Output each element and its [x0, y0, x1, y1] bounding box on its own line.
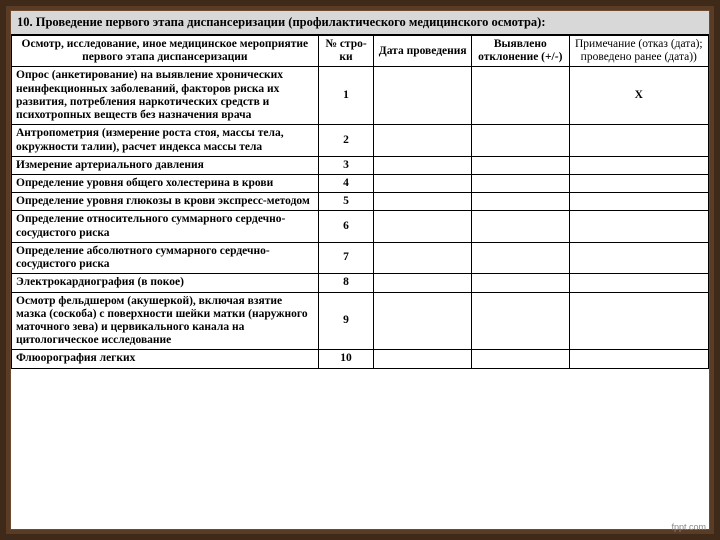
table-row: Определение уровня глюкозы в крови экспр… — [12, 193, 709, 211]
row-number: 4 — [318, 174, 374, 192]
row-deviation — [472, 125, 570, 156]
header-col3: Дата проведения — [374, 36, 472, 67]
row-number: 9 — [318, 292, 374, 350]
table-row: Определение относительного суммарного се… — [12, 211, 709, 242]
table-row: Определение уровня общего холестерина в … — [12, 174, 709, 192]
row-number: 8 — [318, 274, 374, 292]
row-deviation — [472, 274, 570, 292]
row-date — [374, 193, 472, 211]
row-number: 10 — [318, 350, 374, 368]
row-deviation — [472, 292, 570, 350]
row-note — [569, 211, 708, 242]
row-description: Антропометрия (измерение роста стоя, мас… — [12, 125, 319, 156]
row-note — [569, 350, 708, 368]
row-number: 1 — [318, 67, 374, 125]
row-date — [374, 242, 472, 273]
row-number: 3 — [318, 156, 374, 174]
row-deviation — [472, 242, 570, 273]
row-deviation — [472, 193, 570, 211]
row-deviation — [472, 156, 570, 174]
row-description: Определение уровня глюкозы в крови экспр… — [12, 193, 319, 211]
row-date — [374, 292, 472, 350]
row-number: 2 — [318, 125, 374, 156]
row-date — [374, 125, 472, 156]
row-date — [374, 350, 472, 368]
row-note — [569, 156, 708, 174]
header-col1: Осмотр, исследование, иное медицинское м… — [12, 36, 319, 67]
row-note — [569, 125, 708, 156]
row-number: 5 — [318, 193, 374, 211]
row-date — [374, 274, 472, 292]
slide-frame: 10. Проведение первого этапа диспансериз… — [6, 6, 714, 534]
table-row: Определение абсолютного суммарного серде… — [12, 242, 709, 273]
header-col2: № стро-ки — [318, 36, 374, 67]
table-row: Измерение артериального давления3 — [12, 156, 709, 174]
header-col5: Примечание (отказ (дата); проведено ране… — [569, 36, 708, 67]
table-body: Опрос (анкетирование) на выявление хрони… — [12, 67, 709, 368]
table-row: Осмотр фельдшером (акушеркой), включая в… — [12, 292, 709, 350]
row-deviation — [472, 211, 570, 242]
row-deviation — [472, 350, 570, 368]
row-description: Определение уровня общего холестерина в … — [12, 174, 319, 192]
row-deviation — [472, 67, 570, 125]
row-description: Флюорография легких — [12, 350, 319, 368]
row-note — [569, 292, 708, 350]
row-description: Определение относительного суммарного се… — [12, 211, 319, 242]
row-note — [569, 193, 708, 211]
table-row: Антропометрия (измерение роста стоя, мас… — [12, 125, 709, 156]
row-date — [374, 156, 472, 174]
row-date — [374, 67, 472, 125]
dispensary-table: Осмотр, исследование, иное медицинское м… — [11, 35, 709, 369]
table-row: Электрокардиография (в покое)8 — [12, 274, 709, 292]
row-note — [569, 174, 708, 192]
row-number: 6 — [318, 211, 374, 242]
row-date — [374, 174, 472, 192]
section-title: 10. Проведение первого этапа диспансериз… — [11, 11, 709, 35]
row-deviation — [472, 174, 570, 192]
row-note — [569, 242, 708, 273]
row-description: Осмотр фельдшером (акушеркой), включая в… — [12, 292, 319, 350]
row-date — [374, 211, 472, 242]
table-container: Осмотр, исследование, иное медицинское м… — [11, 35, 709, 529]
row-number: 7 — [318, 242, 374, 273]
footer-credit: fppt.com — [671, 522, 706, 532]
table-row: Опрос (анкетирование) на выявление хрони… — [12, 67, 709, 125]
row-note: Х — [569, 67, 708, 125]
table-row: Флюорография легких10 — [12, 350, 709, 368]
slide-content: 10. Проведение первого этапа диспансериз… — [10, 10, 710, 530]
header-col4: Выявлено отклонение (+/-) — [472, 36, 570, 67]
row-note — [569, 274, 708, 292]
row-description: Опрос (анкетирование) на выявление хрони… — [12, 67, 319, 125]
row-description: Электрокардиография (в покое) — [12, 274, 319, 292]
row-description: Измерение артериального давления — [12, 156, 319, 174]
row-description: Определение абсолютного суммарного серде… — [12, 242, 319, 273]
table-header-row: Осмотр, исследование, иное медицинское м… — [12, 36, 709, 67]
